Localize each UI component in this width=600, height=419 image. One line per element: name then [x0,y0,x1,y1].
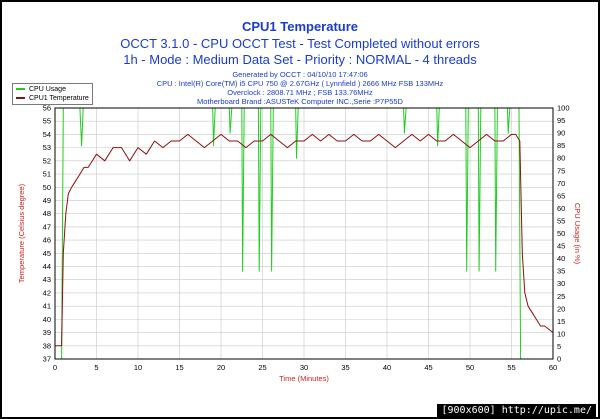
y-tick-label: 41 [43,302,51,311]
x-tick-label: 30 [300,363,308,372]
x-tick-label: 0 [53,363,57,372]
y-tick-label: 42 [43,288,51,297]
y2-tick-label: 5 [557,342,561,351]
motherboard-info: Motherboard Brand :ASUSTeK Computer INC.… [197,97,403,106]
x-tick-label: 35 [341,363,349,372]
chart-title: CPU1 Temperature [241,19,359,34]
y-tick-label: 48 [43,209,51,218]
x-tick-label: 10 [134,363,142,372]
x-tick-label: 15 [175,363,183,372]
y2-tick-label: 70 [557,179,565,188]
y-tick-label: 55 [43,117,51,126]
legend-item-cpu-usage: CPU Usage [16,85,66,94]
y2-tick-label: 60 [557,204,565,213]
y2-tick-label: 85 [557,141,565,150]
x-tick-label: 55 [507,363,515,372]
chart-legend: CPU Usage CPU1 Temperature [12,83,93,105]
y2-tick-label: 35 [557,267,565,276]
y2-tick-label: 50 [557,229,565,238]
series-cpu1-temperature [55,133,554,347]
plot-border [54,107,554,360]
x-tick-label: 20 [217,363,225,372]
y-tick-label: 50 [43,183,51,192]
y2-tick-label: 25 [557,292,565,301]
y2-tick-label: 65 [557,191,565,200]
legend-swatch-temperature [16,97,25,100]
y-tick-label: 37 [43,355,51,364]
legend-label-cpu-usage: CPU Usage [29,86,66,93]
y2-tick-label: 80 [557,154,565,163]
x-axis-label: Time (Minutes) [279,374,329,383]
y2-tick-label: 40 [557,254,565,263]
x-tick-label: 25 [258,363,266,372]
y2-tick-label: 100 [557,104,570,113]
y-tick-label: 40 [43,315,51,324]
y-tick-label: 49 [43,196,51,205]
y-tick-label: 43 [43,275,51,284]
cpu-info: CPU : Intel(R) Core(TM) i5 CPU 750 @ 2.6… [156,79,444,88]
y2-tick-label: 90 [557,129,565,138]
y-tick-label: 51 [43,170,51,179]
generated-info: Generated by OCCT : 04/10/10 17:47:06 [232,70,368,79]
y-tick-label: 44 [43,262,51,271]
y2-tick-label: 0 [557,355,561,364]
x-tick-label: 60 [549,363,557,372]
y-tick-label: 38 [43,341,51,350]
y2-tick-label: 95 [557,116,565,125]
y2-tick-label: 10 [557,329,565,338]
y-tick-label: 45 [43,249,51,258]
overclock-info: Overclock : 2808.71 MHz ; FSB 133.76MHz [227,88,373,97]
legend-item-temperature: CPU1 Temperature [16,94,89,103]
x-tick-label: 5 [94,363,98,372]
chart-subtitle-test: OCCT 3.1.0 - CPU OCCT Test - Test Comple… [120,36,480,51]
y-axis-label: Temperature (Celsius degree) [17,183,26,283]
y-tick-label: 39 [43,328,51,337]
y2-tick-label: 55 [557,216,565,225]
x-tick-label: 45 [424,363,432,372]
y-tick-label: 52 [43,156,51,165]
y-tick-label: 56 [43,104,51,113]
y2-tick-label: 75 [557,166,565,175]
x-tick-label: 50 [466,363,474,372]
x-tick-label: 40 [383,363,391,372]
y-tick-label: 54 [43,130,51,139]
chart-subtitle-mode: 1h - Mode : Medium Data Set - Priority :… [123,52,477,67]
y-tick-label: 47 [43,222,51,231]
legend-label-temperature: CPU1 Temperature [29,95,89,102]
series-cpu-usage [55,107,553,360]
y2-tick-label: 45 [557,242,565,251]
y2-tick-label: 20 [557,304,565,313]
y2-tick-label: 15 [557,317,565,326]
y2-axis-label: CPU Usage (in %) [573,203,582,265]
watermark: [900x600] http://upic.me/ [437,404,596,417]
y-tick-label: 53 [43,143,51,152]
y2-tick-label: 30 [557,279,565,288]
legend-swatch-cpu-usage [16,88,25,91]
y-tick-label: 46 [43,236,51,245]
